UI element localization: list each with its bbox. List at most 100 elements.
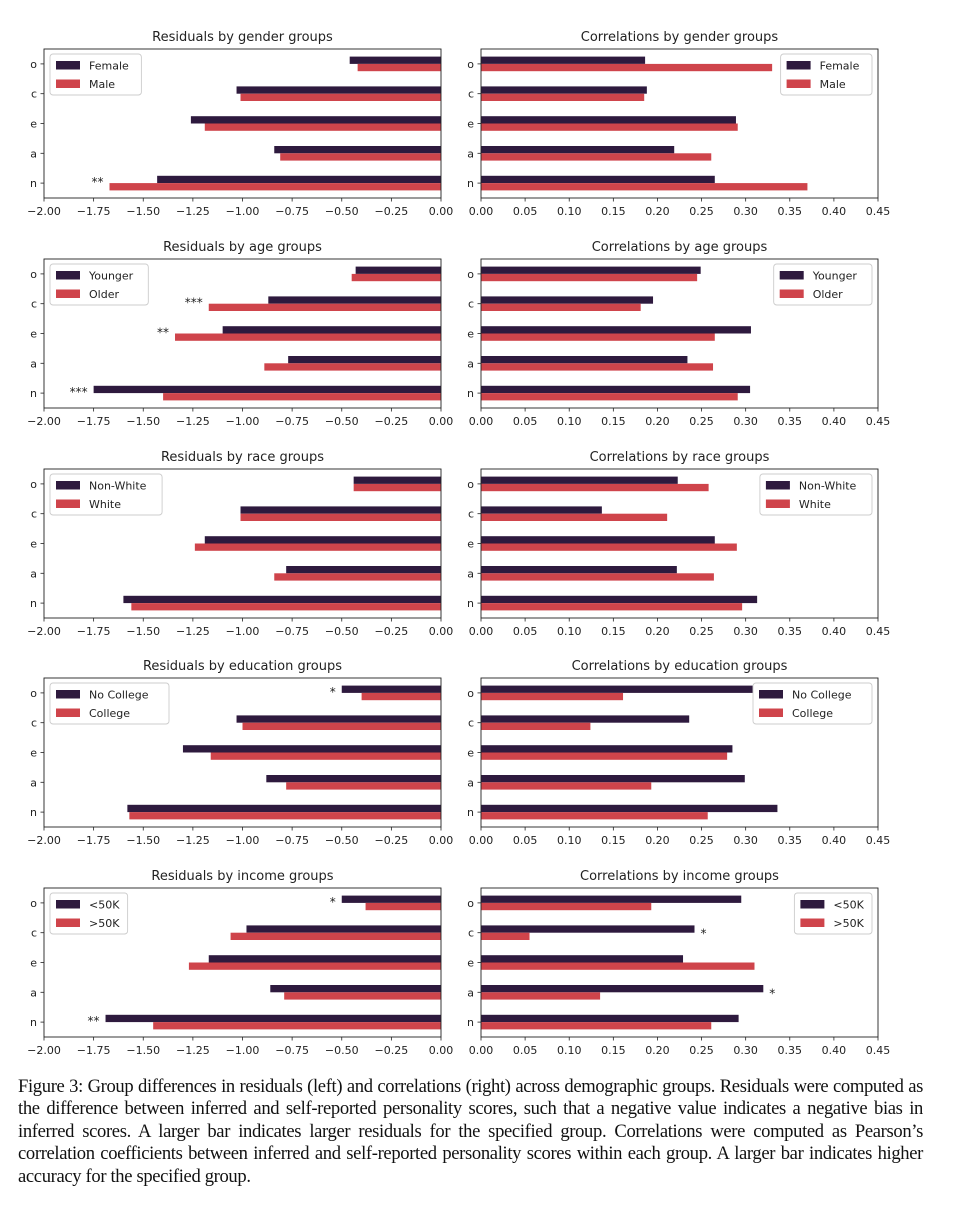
x-tick-label: −1.00: [226, 415, 260, 428]
y-tick-label: e: [30, 538, 37, 551]
bar-no-college-a: [266, 775, 441, 783]
x-tick-label: 0.25: [689, 415, 714, 428]
x-tick-label: −0.25: [375, 415, 409, 428]
legend-label: No College: [89, 689, 149, 702]
y-tick-label: e: [30, 118, 37, 131]
y-tick-label: o: [30, 897, 37, 910]
x-tick-label: 0.25: [689, 1044, 714, 1057]
significance-marker: *: [769, 986, 775, 1000]
y-tick-label: n: [30, 597, 37, 610]
y-tick-label: a: [467, 147, 474, 160]
legend-label: Non-White: [89, 480, 147, 493]
y-tick-label: n: [467, 806, 474, 819]
x-tick-label: −1.50: [126, 1044, 160, 1057]
x-tick-label: −0.25: [375, 834, 409, 847]
legend-label: Older: [813, 288, 843, 301]
y-tick-label: c: [468, 717, 474, 730]
y-tick-label: n: [30, 806, 37, 819]
significance-marker: *: [330, 685, 336, 699]
y-tick-label: n: [30, 1016, 37, 1029]
bar-white-a: [481, 573, 714, 581]
chart-panel-3: Residuals by age groupsocean********−2.0…: [27, 240, 453, 428]
legend-label: Male: [89, 78, 115, 91]
bar-older-o: [481, 273, 698, 282]
legend-swatch: [56, 481, 80, 490]
x-tick-label: 0.20: [645, 415, 670, 428]
x-tick-label: 0.05: [513, 415, 538, 428]
x-tick-label: 0.00: [469, 625, 494, 638]
y-tick-label: c: [31, 298, 37, 311]
legend-swatch: [56, 918, 80, 927]
figure-caption: Figure 3: Group differences in residuals…: [18, 1076, 923, 1187]
bar--50k-e: [481, 955, 684, 963]
bar-white-n: [131, 603, 441, 611]
bar--50k-o: [341, 895, 441, 903]
bar--50k-a: [270, 985, 441, 993]
x-tick-label: −1.75: [77, 205, 111, 218]
x-tick-label: 0.00: [469, 205, 494, 218]
y-tick-label: a: [30, 776, 37, 789]
y-tick-label: o: [30, 268, 37, 281]
x-tick-label: −1.00: [226, 625, 260, 638]
y-tick-label: e: [467, 957, 474, 970]
y-tick-label: o: [30, 58, 37, 71]
legend-label: College: [792, 707, 833, 720]
legend-swatch: [779, 289, 804, 298]
legend-label: <50K: [833, 899, 864, 912]
x-tick-label: 0.00: [469, 1044, 494, 1057]
axes-frame: [480, 468, 879, 619]
y-tick-label: a: [467, 986, 474, 999]
y-tick-label: o: [467, 478, 474, 491]
bar-college-n: [129, 812, 442, 820]
x-tick-label: −1.25: [176, 415, 210, 428]
bar--50k-e: [188, 962, 441, 970]
x-tick-label: 0.30: [733, 834, 758, 847]
y-tick-label: o: [30, 687, 37, 700]
y-tick-label: a: [467, 776, 474, 789]
x-tick-label: 0.10: [557, 1044, 582, 1057]
y-tick-label: o: [467, 58, 474, 71]
legend: Younger Older: [49, 263, 149, 306]
chart-panel-8: Correlations by education groups o c e a n 0.0…: [467, 659, 890, 847]
x-tick-label: −2.00: [27, 1044, 61, 1057]
y-tick-label: e: [467, 538, 474, 551]
bar-male-n: [109, 183, 441, 191]
bar-younger-a: [288, 356, 441, 364]
y-tick-label: c: [468, 88, 474, 101]
bar-college-o: [361, 692, 441, 701]
bar-college-n: [481, 812, 708, 820]
x-tick-label: −0.50: [325, 205, 359, 218]
bar--50k-o: [365, 902, 441, 911]
bar-non-white-n: [481, 595, 758, 604]
bar--50k-c: [481, 932, 530, 940]
bar-white-c: [481, 513, 668, 521]
bar-non-white-a: [481, 566, 677, 574]
bar-college-c: [242, 722, 441, 730]
y-tick-label: e: [467, 118, 474, 131]
legend-swatch: [765, 499, 790, 508]
y-tick-label: n: [30, 387, 37, 400]
bar-younger-e: [222, 326, 441, 334]
legend-label: White: [89, 498, 121, 511]
x-tick-label: 0.00: [469, 834, 494, 847]
chart-title: Correlations by age groups: [592, 240, 768, 255]
legend: No College College: [752, 682, 873, 725]
x-tick-label: −0.50: [325, 415, 359, 428]
x-tick-label: −0.50: [325, 834, 359, 847]
bar-white-e: [194, 543, 441, 551]
x-tick-label: 0.30: [733, 415, 758, 428]
bar-older-n: [163, 393, 441, 401]
bar-no-college-e: [182, 745, 441, 753]
bar-no-college-o: [481, 685, 759, 693]
bar-older-a: [481, 363, 714, 371]
bar-no-college-c: [481, 715, 690, 723]
x-tick-label: 0.25: [689, 834, 714, 847]
x-tick-label: −1.50: [126, 834, 160, 847]
bar-non-white-c: [240, 506, 441, 514]
bar-white-n: [481, 603, 743, 611]
x-tick-label: 0.10: [557, 625, 582, 638]
chart-title: Residuals by income groups: [151, 869, 333, 884]
y-tick-label: c: [468, 508, 474, 521]
bar--50k-e: [208, 955, 441, 963]
legend: Female Male: [780, 53, 873, 96]
